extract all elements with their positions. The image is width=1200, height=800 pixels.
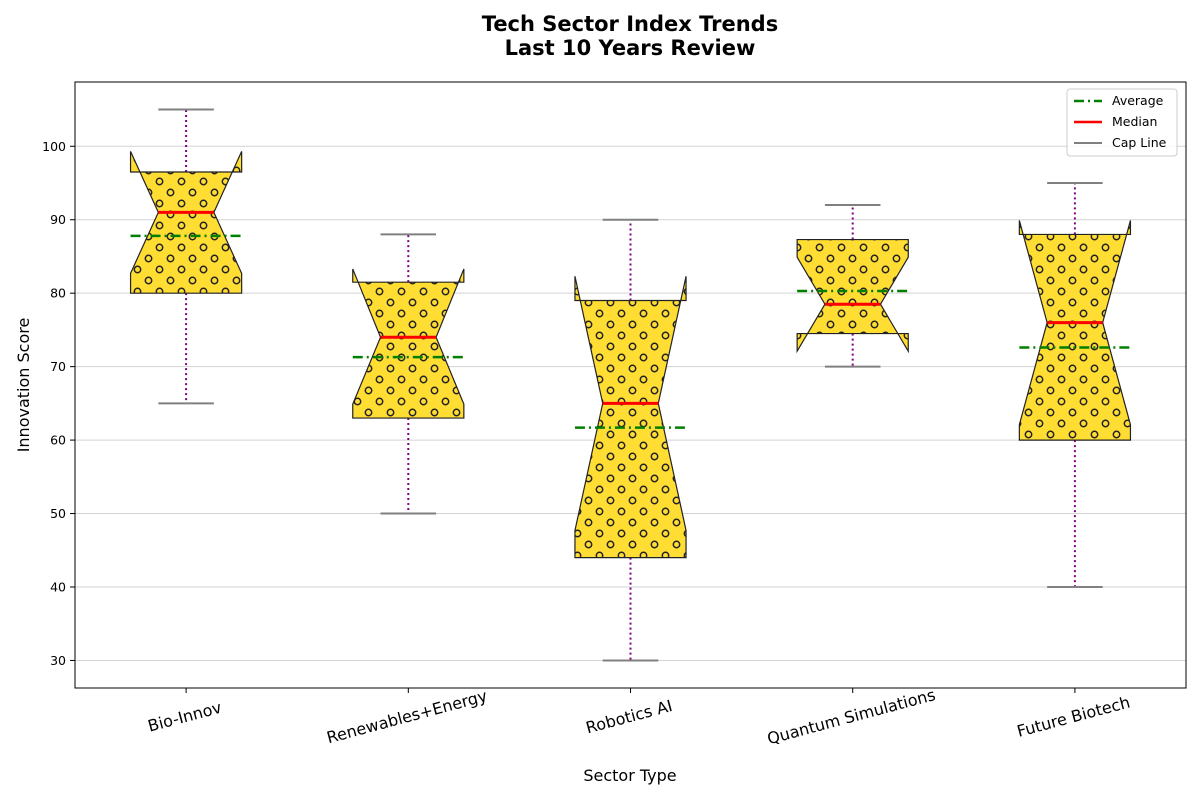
x-axis-label: Sector Type — [583, 766, 676, 785]
y-tick-label-60: 60 — [50, 433, 66, 448]
box-body-2 — [574, 276, 687, 559]
x-tick-label-0: Bio-Innov — [146, 698, 224, 736]
box-layer — [129, 108, 1132, 662]
y-tick-label-80: 80 — [50, 286, 66, 301]
box-body-4 — [1018, 220, 1132, 441]
y-tick-label-40: 40 — [50, 580, 66, 595]
y-axis-label: Innovation Score — [14, 318, 33, 453]
y-tick-label-70: 70 — [50, 359, 66, 374]
x-tick-label-1: Renewables+Energy — [325, 686, 490, 747]
legend-cap-label: Cap Line — [1112, 135, 1167, 150]
box-body-0 — [129, 151, 243, 294]
legend-median-label: Median — [1112, 114, 1157, 129]
chart-title-line1: Tech Sector Index Trends — [482, 12, 778, 36]
legend-average-label: Average — [1112, 93, 1164, 108]
box-group-4 — [1018, 182, 1132, 588]
y-tick-label-100: 100 — [42, 139, 66, 154]
box-group-1 — [352, 233, 465, 515]
box-body-1 — [352, 268, 465, 419]
legend: Average Median Cap Line — [1066, 88, 1178, 157]
box-body-3 — [796, 238, 909, 354]
x-tick-label-2: Robotics AI — [584, 696, 675, 737]
box-group-2 — [574, 218, 687, 662]
legend-frame — [1066, 88, 1178, 157]
box-group-0 — [129, 108, 243, 405]
box-group-3 — [796, 204, 909, 368]
y-tick-label-30: 30 — [50, 653, 66, 668]
x-axis: Bio-Innov Renewables+Energy Robotics AI Qua… — [146, 685, 1132, 748]
x-tick-label-3: Quantum Simulations — [765, 685, 937, 748]
y-tick-label-50: 50 — [50, 506, 66, 521]
x-tick-label-4: Future Biotech — [1015, 692, 1132, 740]
chart-title-line2: Last 10 Years Review — [505, 36, 756, 60]
y-axis: 30 40 50 60 70 80 90 100 — [42, 139, 75, 668]
y-tick-label-90: 90 — [50, 212, 66, 227]
